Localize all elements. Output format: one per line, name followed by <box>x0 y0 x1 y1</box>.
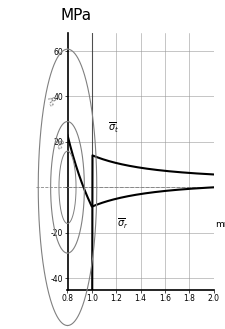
Text: mm: mm <box>215 219 225 229</box>
Text: MPa: MPa <box>60 8 91 23</box>
Text: $\overline{\sigma}_t$: $\overline{\sigma}_t$ <box>108 121 119 136</box>
Text: $R_3$: $R_3$ <box>43 94 59 109</box>
Text: $R_2$: $R_2$ <box>51 137 67 152</box>
Text: $\overline{\sigma}_r$: $\overline{\sigma}_r$ <box>117 216 128 231</box>
